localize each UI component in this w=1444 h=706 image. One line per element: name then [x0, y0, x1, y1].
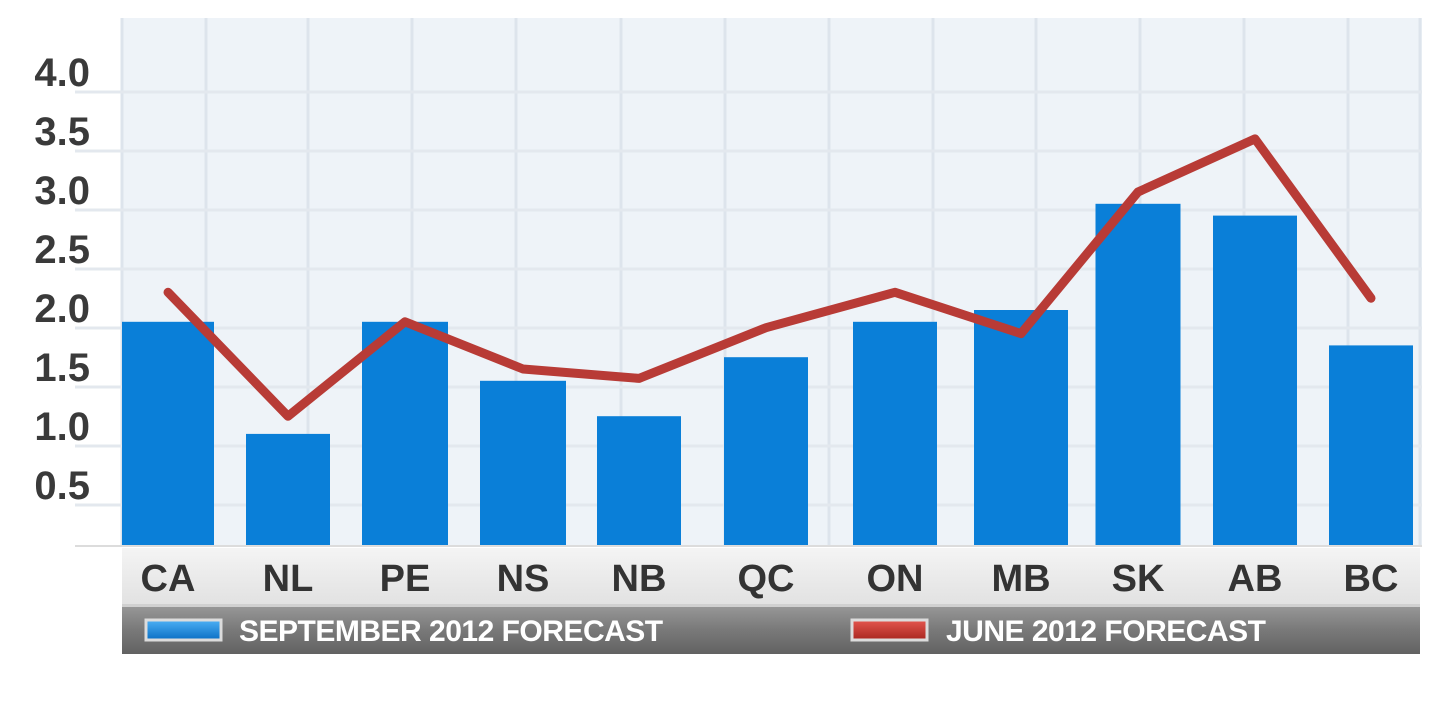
bar-ab [1213, 215, 1297, 546]
x-axis-band [122, 548, 1420, 604]
x-tick-label-bc: BC [1344, 558, 1399, 600]
x-tick-label-qc: QC [738, 558, 795, 600]
legend-bar-top-edge [122, 604, 1420, 607]
legend-label-september: SEPTEMBER 2012 FORECAST [239, 615, 663, 648]
legend-item-june: JUNE 2012 FORECAST [850, 615, 1266, 648]
x-tick-label-pe: PE [380, 558, 431, 600]
legend-label-june: JUNE 2012 FORECAST [946, 615, 1266, 648]
x-tick-label-mb: MB [991, 558, 1050, 600]
x-tick-label-ns: NS [497, 558, 550, 600]
x-tick-label-nb: NB [612, 558, 667, 600]
x-tick-label-nl: NL [263, 558, 314, 600]
x-tick-label-sk: SK [1112, 558, 1165, 600]
bar-ns [480, 380, 566, 546]
bar-nb [597, 416, 681, 546]
bar-qc [724, 357, 808, 546]
bar-pe [362, 321, 448, 546]
y-tick-label: 1.0 [34, 405, 90, 449]
y-tick-label: 3.5 [34, 110, 90, 154]
legend: SEPTEMBER 2012 FORECAST JUNE 2012 FORECA… [122, 604, 1420, 654]
bar-bc [1329, 345, 1413, 546]
y-tick-label: 3.0 [34, 169, 90, 213]
y-tick-labels: 0.5 1.0 1.5 2.0 2.5 3.0 3.5 4.0 [34, 51, 90, 508]
legend-bar [122, 604, 1420, 654]
y-tick-label: 0.5 [34, 464, 90, 508]
y-tick-label: 1.5 [34, 346, 90, 390]
x-tick-labels: CA NL PE NS NB QC ON MB SK AB BC [141, 558, 1399, 600]
bar-nl [246, 433, 330, 546]
june-forecast-line [163, 134, 1376, 421]
bar-sk [1095, 203, 1181, 547]
bar-mb [974, 310, 1068, 546]
legend-swatch-june [850, 618, 929, 642]
bars [122, 203, 1413, 547]
x-tick-label-ca: CA [141, 558, 196, 600]
x-tick-label-ab: AB [1228, 558, 1283, 600]
y-tick-label: 4.0 [34, 51, 90, 95]
legend-swatch-september [144, 618, 223, 642]
y-tick-label: 2.5 [34, 228, 90, 272]
y-tick-label: 2.0 [34, 287, 90, 331]
legend-item-september: SEPTEMBER 2012 FORECAST [144, 615, 663, 648]
bar-on [853, 321, 937, 546]
x-tick-label-on: ON [867, 558, 924, 600]
bar-ca [122, 321, 214, 546]
